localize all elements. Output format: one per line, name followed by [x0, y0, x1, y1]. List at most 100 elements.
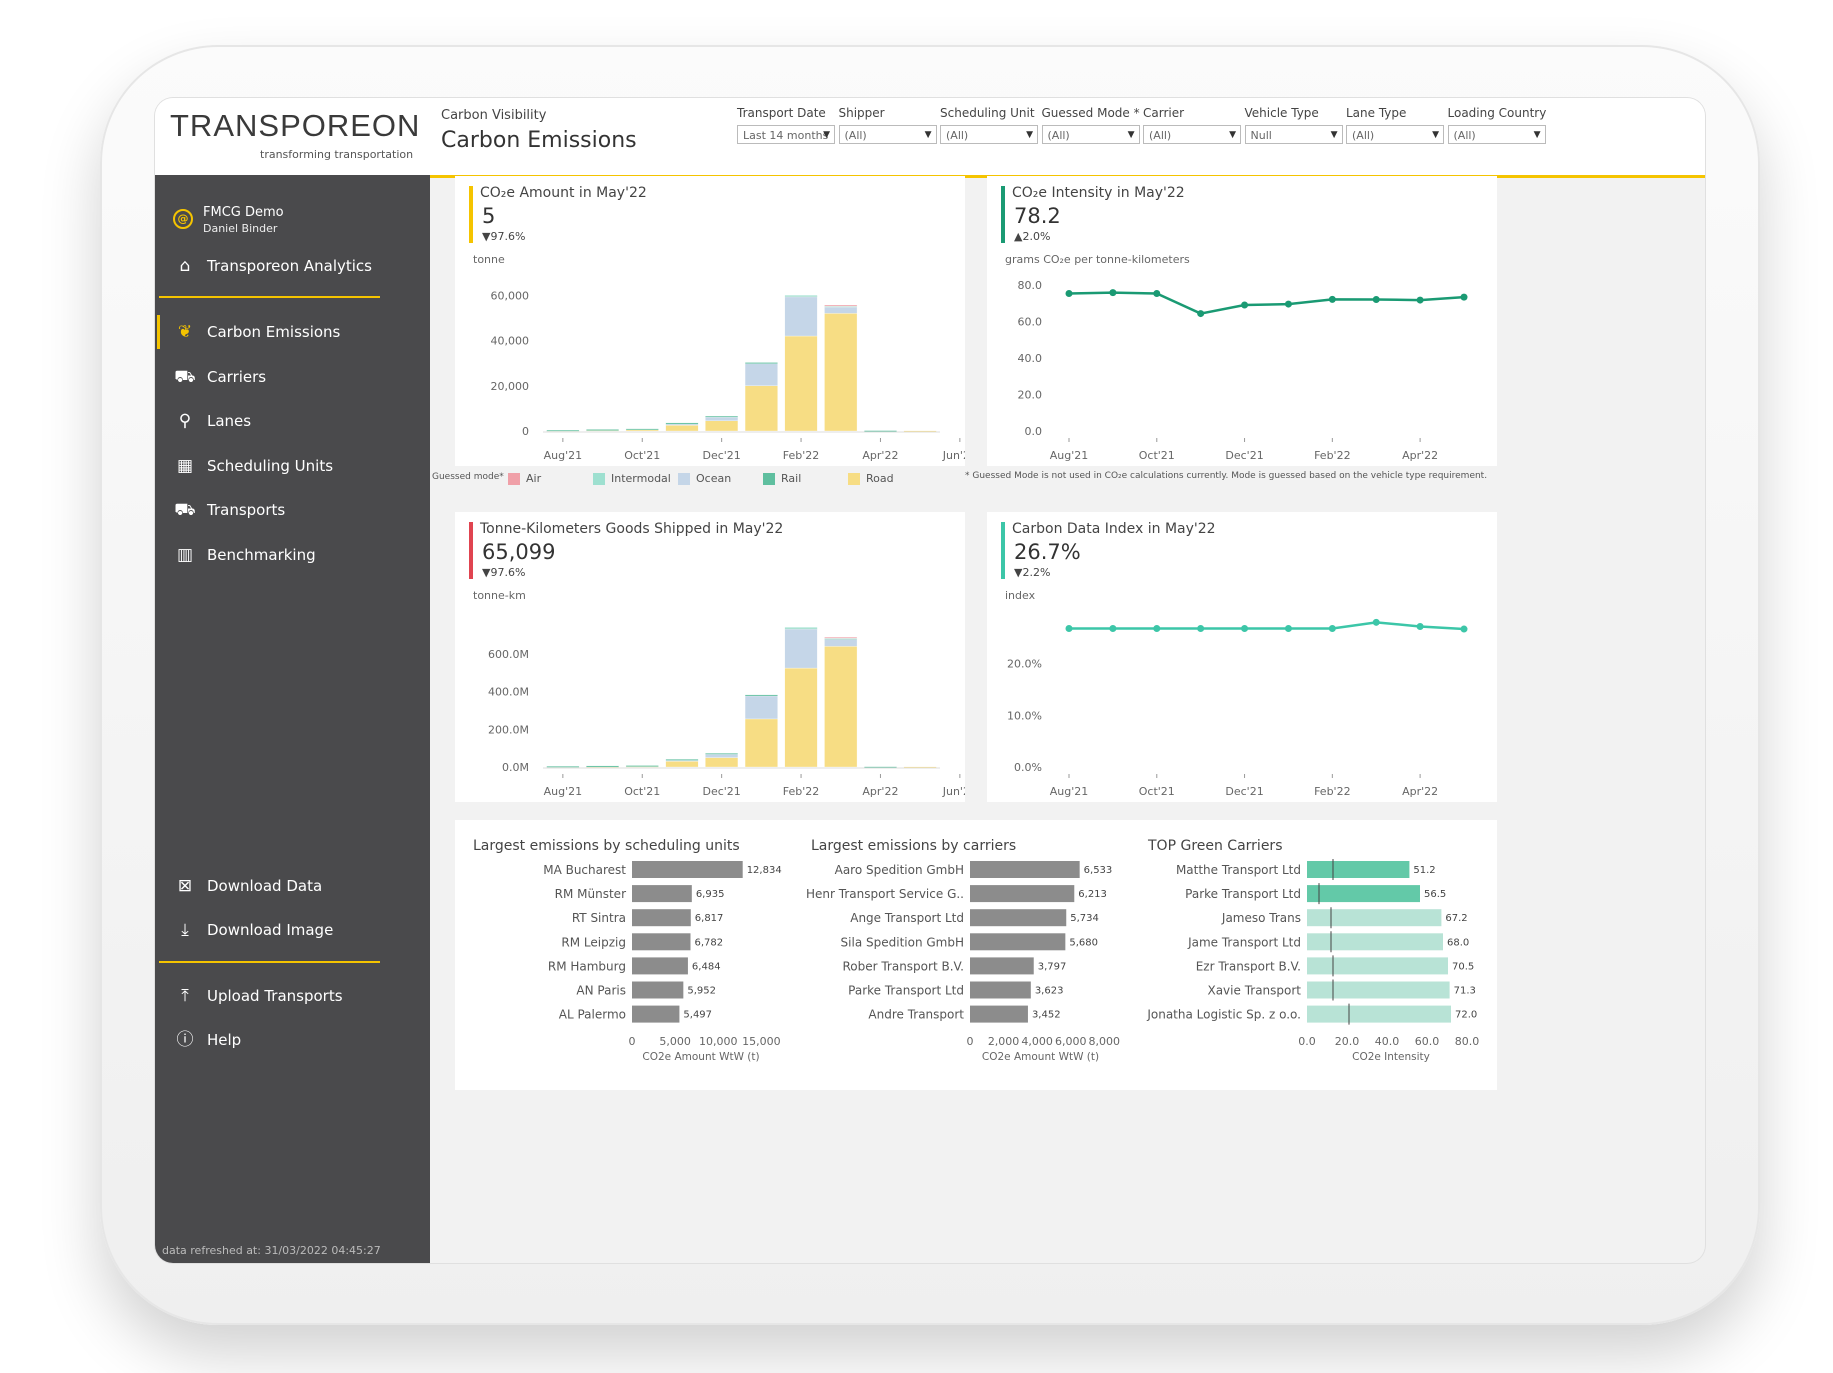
sidebar-item-scheduling-units[interactable]: ▦ Scheduling Units — [173, 453, 333, 479]
chevron-down-icon: ▼ — [1127, 130, 1135, 140]
bar-segment-rail[interactable] — [586, 765, 619, 768]
bar-segment-ocean[interactable] — [744, 363, 778, 386]
bar-segment-road[interactable] — [784, 335, 818, 432]
data-point[interactable] — [1328, 625, 1336, 633]
bar[interactable] — [970, 957, 1034, 975]
bar[interactable] — [632, 861, 743, 878]
data-point[interactable] — [1197, 625, 1205, 633]
bar[interactable] — [1307, 933, 1443, 951]
bar[interactable] — [970, 1005, 1028, 1023]
filter-dropdown[interactable]: Last 14 months ▼ — [737, 125, 835, 144]
x-tick-label: 40.0 — [1375, 1035, 1400, 1048]
bar[interactable] — [632, 1005, 680, 1023]
bar-segment-road[interactable] — [665, 761, 699, 768]
data-point[interactable] — [1153, 290, 1161, 298]
bar[interactable] — [1307, 1005, 1451, 1023]
bar[interactable] — [1307, 957, 1448, 975]
category-label: Jame Transport Ltd — [1187, 935, 1301, 949]
bar[interactable] — [1307, 861, 1410, 878]
bar[interactable] — [970, 981, 1031, 999]
bar-segment-road[interactable] — [665, 425, 699, 432]
bar[interactable] — [632, 957, 688, 975]
bar[interactable] — [970, 933, 1066, 951]
bar[interactable] — [1307, 909, 1442, 927]
bar-segment-rail[interactable] — [665, 422, 699, 425]
bar[interactable] — [632, 981, 684, 999]
bar-segment-intermodal[interactable] — [784, 627, 818, 629]
bar-segment-rail[interactable] — [705, 415, 739, 418]
sidebar-item-home[interactable]: ⌂ Transporeon Analytics — [173, 253, 372, 279]
data-point[interactable] — [1241, 301, 1249, 309]
sidebar-item-download-image[interactable]: ⤓ Download Image — [173, 917, 333, 943]
transporeon-logo[interactable]: TRANSPOREON transforming transportation — [170, 108, 420, 161]
bar-segment-road[interactable] — [784, 667, 818, 768]
bar-segment-road[interactable] — [744, 718, 778, 768]
bar-segment-air[interactable] — [824, 304, 858, 307]
kpi-delta: ▼97.6% — [482, 230, 526, 243]
filter-dropdown[interactable]: (All) ▼ — [1346, 125, 1444, 144]
sidebar-item-transports[interactable]: ⛟ Transports — [173, 497, 285, 523]
bar-segment-rail[interactable] — [546, 429, 580, 432]
bar[interactable] — [632, 885, 692, 903]
filter-dropdown[interactable]: (All) ▼ — [1447, 125, 1546, 144]
sidebar-item-carriers[interactable]: ⛟ Carriers — [173, 364, 266, 390]
bar-segment-ocean[interactable] — [784, 296, 818, 337]
sidebar-item-download-data[interactable]: ⊠ Download Data — [173, 873, 322, 899]
bar-segment-rail[interactable] — [586, 429, 619, 431]
bar-segment-rail[interactable] — [744, 694, 778, 697]
bar-segment-intermodal[interactable] — [784, 295, 818, 297]
bar-segment-rail[interactable] — [625, 765, 659, 767]
data-point[interactable] — [1416, 296, 1424, 304]
bar-segment-road[interactable] — [705, 757, 739, 768]
data-point[interactable] — [1284, 625, 1292, 633]
bar-segment-road[interactable] — [824, 646, 858, 768]
data-point[interactable] — [1065, 290, 1073, 298]
kpi-value: 65,099 — [482, 540, 556, 564]
data-point[interactable] — [1197, 310, 1205, 318]
x-tick-label: 20.0 — [1335, 1035, 1360, 1048]
sidebar-item-upload[interactable]: ⤒ Upload Transports — [173, 983, 342, 1009]
sidebar-item-carbon-emissions[interactable]: ❦ Carbon Emissions — [173, 319, 340, 345]
bar-segment-ocean[interactable] — [784, 628, 818, 669]
bar[interactable] — [1307, 981, 1450, 999]
filter-dropdown[interactable]: Null ▼ — [1244, 125, 1343, 144]
bar-segment-road[interactable] — [744, 385, 778, 432]
data-point[interactable] — [1328, 295, 1336, 303]
sidebar-item-benchmarking[interactable]: ▥ Benchmarking — [173, 542, 316, 568]
data-point[interactable] — [1284, 300, 1292, 308]
filter-dropdown[interactable]: (All) ▼ — [1041, 125, 1140, 144]
data-point[interactable] — [1460, 293, 1468, 301]
data-point[interactable] — [1372, 296, 1380, 304]
bar-segment-rail[interactable] — [546, 766, 580, 768]
bar-segment-rail[interactable] — [705, 753, 739, 755]
bar-segment-rail[interactable] — [665, 759, 699, 761]
bar-segment-road[interactable] — [824, 313, 858, 432]
sidebar-item-help[interactable]: ⓘ Help — [173, 1027, 242, 1053]
filter-dropdown[interactable]: (All) ▼ — [940, 125, 1038, 144]
data-point[interactable] — [1241, 625, 1249, 633]
data-point[interactable] — [1372, 618, 1380, 626]
filter-dropdown[interactable]: (All) ▼ — [1143, 125, 1241, 144]
bar[interactable] — [632, 933, 691, 951]
data-point[interactable] — [1109, 289, 1117, 297]
filter-dropdown[interactable]: (All) ▼ — [838, 125, 937, 144]
bar-segment-road[interactable] — [705, 420, 739, 432]
bar-segment-rail[interactable] — [625, 428, 659, 431]
series-line — [1068, 291, 1465, 315]
bar[interactable] — [970, 861, 1080, 878]
bar[interactable] — [970, 885, 1075, 903]
data-point[interactable] — [1460, 625, 1468, 633]
bar-segment-ocean[interactable] — [824, 306, 858, 314]
data-point[interactable] — [1153, 625, 1161, 633]
data-point[interactable] — [1109, 625, 1117, 633]
bar-segment-ocean[interactable] — [744, 695, 778, 720]
bar-segment-air[interactable] — [824, 637, 858, 639]
bar[interactable] — [632, 909, 691, 927]
data-point[interactable] — [1065, 625, 1073, 633]
bar-segment-rail[interactable] — [744, 362, 778, 364]
data-point[interactable] — [1416, 622, 1424, 630]
sidebar-item-lanes[interactable]: ⚲ Lanes — [173, 408, 251, 434]
bar[interactable] — [970, 909, 1067, 927]
bar-segment-ocean[interactable] — [824, 638, 858, 647]
bar[interactable] — [1307, 885, 1420, 903]
